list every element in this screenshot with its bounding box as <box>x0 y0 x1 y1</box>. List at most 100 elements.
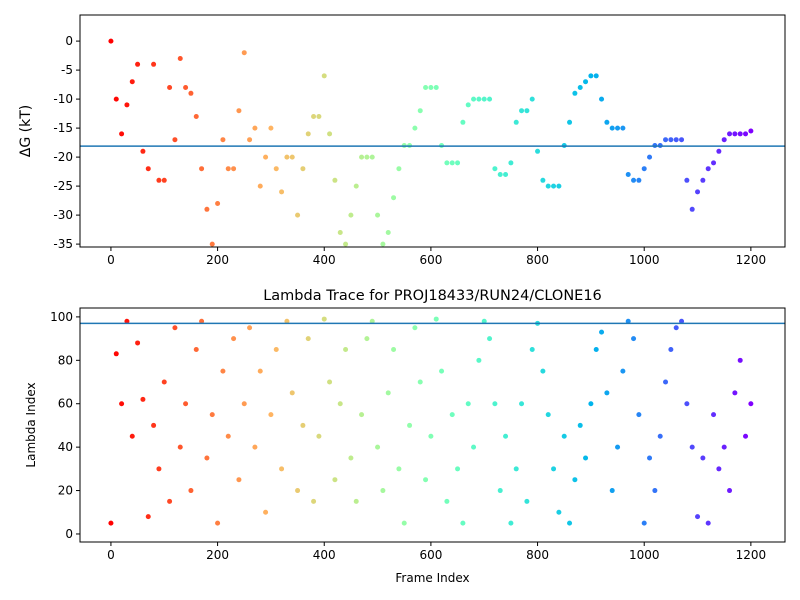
point <box>673 325 679 331</box>
point <box>593 73 599 79</box>
point <box>327 379 333 385</box>
point <box>695 514 701 520</box>
point <box>689 206 695 212</box>
point <box>188 90 194 96</box>
point <box>412 125 418 131</box>
point <box>577 85 583 90</box>
point <box>727 488 733 494</box>
point <box>177 56 183 61</box>
point <box>161 177 167 183</box>
axes-frame <box>79 14 786 248</box>
point <box>737 131 743 137</box>
point <box>145 514 151 520</box>
point <box>428 85 434 90</box>
point <box>199 166 205 172</box>
point <box>583 79 589 85</box>
point <box>567 119 573 125</box>
point <box>737 357 743 363</box>
point <box>460 119 466 125</box>
point <box>700 177 706 183</box>
point <box>257 183 263 189</box>
y-tick-label: -10 <box>53 92 73 106</box>
y-tick-label: 20 <box>58 484 73 498</box>
point <box>599 96 605 102</box>
point <box>140 148 146 154</box>
y-tick-label: -5 <box>61 63 73 77</box>
x-tick-label: 800 <box>526 548 549 562</box>
point <box>145 166 151 172</box>
x-tick-label: 1200 <box>736 548 767 562</box>
point <box>375 444 381 450</box>
point <box>705 166 711 172</box>
point <box>311 498 317 504</box>
point <box>359 154 365 160</box>
point <box>241 50 247 56</box>
point <box>364 336 370 342</box>
point <box>540 368 546 374</box>
point <box>305 131 311 137</box>
point <box>337 230 343 235</box>
point <box>167 85 173 90</box>
point <box>204 206 210 212</box>
point <box>129 433 135 439</box>
point <box>209 412 215 418</box>
point <box>353 498 359 504</box>
point <box>545 183 551 189</box>
point <box>369 154 375 160</box>
point <box>465 401 471 407</box>
point <box>263 154 269 160</box>
point <box>668 137 674 143</box>
x-tick-label: 200 <box>206 253 229 267</box>
point <box>113 96 119 102</box>
x-tick-label: 0 <box>107 548 115 562</box>
y-tick-label: -35 <box>53 237 73 251</box>
point <box>647 154 653 160</box>
point <box>497 172 503 177</box>
point <box>572 90 578 96</box>
point <box>668 346 674 352</box>
point <box>151 61 157 67</box>
point <box>295 212 301 218</box>
point <box>183 401 189 407</box>
point <box>535 148 541 154</box>
point <box>385 390 391 396</box>
point <box>188 488 194 494</box>
point <box>172 137 178 143</box>
point <box>268 412 274 418</box>
point <box>556 509 562 515</box>
point <box>609 488 615 494</box>
x-tick-label: 1000 <box>629 548 660 562</box>
point <box>492 401 498 407</box>
point <box>748 401 754 407</box>
point <box>716 148 722 154</box>
point <box>252 125 258 131</box>
point <box>385 230 391 235</box>
point <box>161 379 167 385</box>
point <box>140 396 146 402</box>
point <box>209 241 215 247</box>
point <box>183 85 189 90</box>
point <box>391 195 397 201</box>
point <box>225 433 231 439</box>
point <box>508 520 514 526</box>
point <box>679 318 685 324</box>
point <box>588 401 594 407</box>
point <box>396 466 402 472</box>
point <box>273 166 279 172</box>
point <box>412 325 418 331</box>
point <box>172 325 178 331</box>
point <box>439 368 445 374</box>
point <box>135 340 141 346</box>
point <box>151 422 157 428</box>
point <box>332 477 338 483</box>
point <box>641 166 647 172</box>
point <box>343 241 349 247</box>
point <box>113 351 119 357</box>
point <box>279 189 285 195</box>
point <box>300 422 306 428</box>
point <box>551 466 557 472</box>
point <box>705 520 711 526</box>
y-tick-label: 0 <box>65 34 73 48</box>
point <box>460 520 466 526</box>
y-tick-label: 40 <box>58 440 73 454</box>
